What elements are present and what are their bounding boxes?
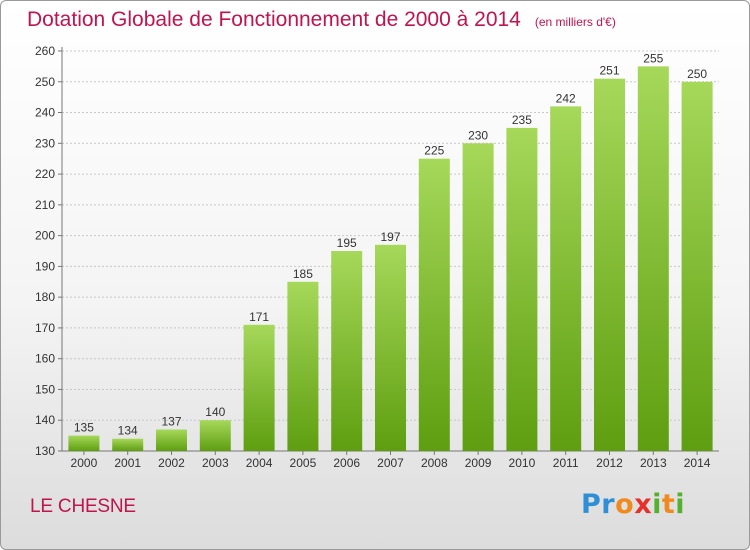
y-tick-label: 140 — [35, 413, 55, 427]
chart-title-text: Dotation Globale de Fonctionnement de 20… — [27, 8, 521, 31]
bar-2010 — [506, 127, 538, 452]
bar-2002 — [156, 429, 187, 451]
x-tick-label: 2004 — [246, 456, 273, 470]
data-label-2008: 225 — [424, 144, 444, 158]
data-label-2001: 134 — [118, 424, 138, 438]
data-label-2014: 250 — [687, 67, 707, 81]
x-tick-label: 2012 — [596, 456, 623, 470]
data-labels: 135 134 137 140 171 185 195 197 225 230 235 242 251 2… — [74, 51, 708, 437]
bar-2005 — [287, 281, 319, 451]
y-tick-label: 210 — [35, 198, 55, 212]
chart-subtitle: (en milliers d'€) — [534, 15, 616, 29]
y-tick-label: 220 — [35, 167, 55, 181]
data-label-2006: 195 — [337, 236, 357, 250]
data-label-2009: 230 — [468, 128, 488, 142]
x-tick-label: 2000 — [71, 456, 98, 470]
y-tick-label: 230 — [35, 136, 55, 150]
x-tick-label: 2003 — [202, 456, 229, 470]
x-tick-label: 2001 — [114, 456, 141, 470]
data-label-2010: 235 — [512, 113, 532, 127]
bar-2014 — [681, 81, 713, 452]
x-tick-label: 2013 — [640, 456, 667, 470]
bar-2003 — [199, 420, 231, 451]
commune-name: LE CHESNE — [30, 496, 136, 517]
data-label-2000: 135 — [74, 421, 94, 435]
x-tick-label: 2006 — [333, 456, 360, 470]
x-tick-label: 2009 — [465, 456, 492, 470]
x-tick-label: 2014 — [684, 456, 711, 470]
bar-2000 — [68, 435, 100, 451]
bar-2013 — [637, 66, 669, 452]
x-tick-label: 2005 — [290, 456, 317, 470]
bar-2007 — [375, 244, 406, 451]
data-label-2004: 171 — [249, 310, 269, 324]
bar-2006 — [331, 251, 363, 451]
chart-title: Dotation Globale de Fonctionnement de 20… — [27, 8, 616, 32]
y-tick-label: 160 — [35, 352, 55, 366]
bar-2008 — [418, 158, 450, 451]
bar-2011 — [550, 106, 582, 452]
bar-2004 — [243, 324, 275, 451]
proxiti-logo[interactable]: Proxiti — [581, 489, 686, 520]
y-tick-label: 240 — [35, 106, 55, 120]
data-label-2012: 251 — [599, 64, 619, 78]
data-label-2003: 140 — [205, 405, 225, 419]
bar-2001 — [112, 438, 144, 451]
y-tick-label: 260 — [35, 44, 55, 58]
data-label-2002: 137 — [161, 414, 181, 428]
x-tick-label: 2002 — [158, 456, 185, 470]
x-tick-label: 2007 — [377, 456, 404, 470]
y-tick-label: 250 — [35, 75, 55, 89]
data-label-2013: 255 — [643, 51, 663, 65]
y-tick-label: 190 — [35, 259, 55, 273]
data-label-2007: 197 — [380, 230, 400, 244]
y-tick-label: 200 — [35, 229, 55, 243]
data-label-2005: 185 — [293, 267, 313, 281]
y-tick-label: 130 — [35, 444, 55, 458]
y-tick-label: 180 — [35, 290, 55, 304]
x-tick-label: 2011 — [553, 456, 579, 470]
bar-2012 — [594, 78, 625, 451]
y-tick-label: 150 — [35, 382, 55, 396]
bar-2009 — [462, 143, 494, 452]
data-label-2011: 242 — [556, 91, 576, 105]
y-tick-label: 170 — [35, 321, 55, 335]
x-tick-label: 2008 — [421, 456, 448, 470]
x-tick-label: 2010 — [509, 456, 536, 470]
bars — [68, 66, 713, 452]
